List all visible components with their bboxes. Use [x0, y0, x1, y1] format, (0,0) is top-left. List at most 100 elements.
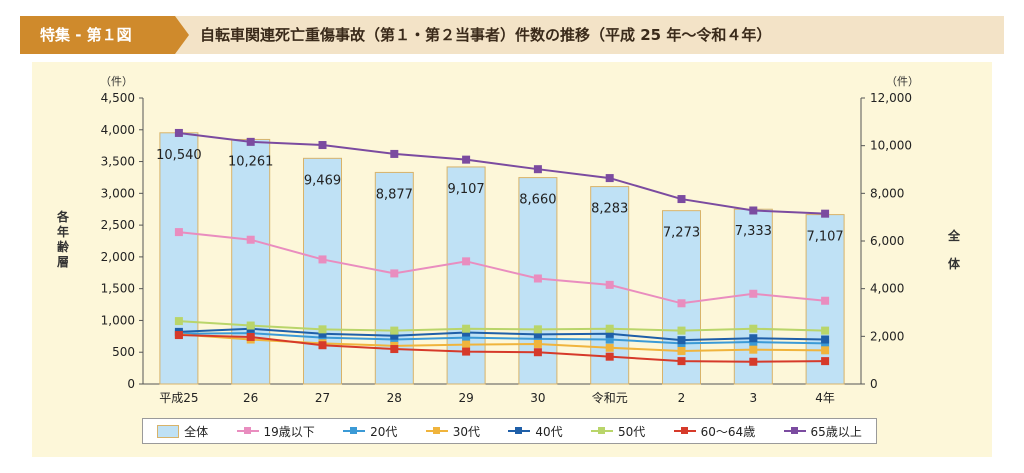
legend-item-line: 30代	[425, 423, 481, 440]
right-axis-tick-label: 12,000	[870, 91, 912, 105]
series-point	[749, 324, 758, 333]
x-axis-tick-label: 平成25	[159, 391, 198, 405]
legend-swatch-line	[508, 427, 531, 434]
series-point	[749, 357, 758, 366]
left-axis-tick-label: 1,000	[101, 313, 135, 327]
series-point	[318, 141, 327, 150]
series-point	[462, 340, 471, 349]
series-point	[390, 149, 399, 158]
x-axis-tick-label: 30	[530, 391, 545, 405]
series-point	[677, 326, 686, 335]
series-line	[178, 320, 826, 332]
left-axis-tick-label: 2,500	[101, 218, 135, 232]
series-point	[821, 346, 830, 355]
series-point	[462, 347, 471, 356]
bar	[159, 132, 199, 385]
left-axis-tick-label: 3,000	[101, 186, 135, 200]
right-axis-tick-label: 6,000	[870, 234, 904, 248]
right-axis-tick-label: 2,000	[870, 329, 904, 343]
series-point	[318, 325, 327, 334]
legend-label: 30代	[452, 424, 481, 439]
x-axis-tick-label: 令和元	[592, 390, 628, 405]
right-axis-tick-label: 8,000	[870, 186, 904, 200]
series-point	[605, 174, 614, 183]
left-axis-tick-label: 1,500	[101, 282, 135, 296]
series-point	[390, 345, 399, 354]
series-line	[178, 327, 826, 342]
series-point	[605, 280, 614, 289]
bar-value-label: 8,660	[519, 193, 556, 208]
series-point	[605, 343, 614, 352]
series-point	[462, 155, 471, 164]
right-axis-tick-label: 10,000	[870, 139, 912, 153]
legend-swatch-line	[236, 427, 259, 434]
series-point	[677, 195, 686, 204]
series-line	[178, 334, 826, 363]
series-point	[533, 348, 542, 357]
bar-value-label: 10,540	[156, 148, 202, 163]
bar-value-label: 8,283	[591, 202, 628, 217]
series-point	[749, 289, 758, 298]
bar-value-label: 10,261	[228, 154, 274, 169]
legend-swatch-line	[783, 427, 806, 434]
series-point	[174, 331, 183, 340]
legend-label: 50代	[618, 424, 646, 439]
chart-legend: 全体 19歳以下 20代 30代 40代 50代 60～64歳 65歳以上	[142, 418, 877, 444]
series-point	[533, 165, 542, 174]
series-point	[390, 331, 399, 340]
legend-swatch-line	[425, 427, 448, 434]
series-point	[677, 299, 686, 308]
legend-item-line: 60～64歳	[673, 423, 755, 440]
left-axis-tick-label: 500	[112, 345, 135, 359]
bar-value-label: 7,333	[735, 224, 772, 239]
series-point	[462, 333, 471, 342]
bar	[303, 157, 342, 385]
figure-title: 自転車関連死亡重傷事故（第１・第２当事者）件数の推移（平成 25 年～令和４年）	[200, 26, 772, 44]
legend-item-line: 65歳以上	[783, 423, 862, 440]
series-point	[821, 357, 830, 366]
legend-label: 20代	[370, 424, 398, 439]
series-point	[677, 346, 686, 355]
series-point	[605, 352, 614, 361]
series-point	[533, 339, 542, 348]
x-axis-tick-label: 28	[387, 391, 402, 405]
bar	[231, 138, 271, 385]
left-axis-label: 各年齢層	[56, 210, 69, 269]
left-axis-unit: （件）	[100, 75, 133, 88]
series-point	[533, 274, 542, 283]
legend-item-line: 20代	[343, 423, 397, 440]
legend-swatch-line	[673, 427, 696, 434]
series-point	[462, 324, 471, 333]
x-axis-tick-label: 27	[315, 391, 330, 405]
series-point	[677, 357, 686, 366]
legend-label: 19歳以下	[263, 424, 315, 439]
series-point	[246, 137, 255, 146]
legend-label: 65歳以上	[810, 424, 862, 439]
series-point	[749, 206, 758, 215]
left-axis-tick-label: 3,500	[101, 155, 135, 169]
right-axis-tick-label: 4,000	[870, 282, 904, 296]
series-point	[605, 329, 614, 338]
legend-swatch-line	[343, 427, 366, 434]
x-axis-tick-label: 29	[458, 391, 473, 405]
series-point	[821, 326, 830, 335]
series-point	[462, 257, 471, 266]
series-point	[677, 336, 686, 345]
series-point	[821, 296, 830, 305]
x-axis-tick-label: 26	[243, 391, 258, 405]
left-axis-tick-label: 0	[127, 377, 135, 391]
x-axis-tick-label: 3	[749, 391, 757, 405]
left-axis-tick-label: 2,000	[101, 250, 135, 264]
series-line	[178, 131, 826, 215]
series-point	[390, 269, 399, 278]
series-point	[605, 324, 614, 333]
series-point	[174, 228, 183, 237]
series-point	[318, 329, 327, 338]
legend-item-line: 40代	[508, 423, 563, 440]
legend-swatch-bar	[157, 424, 180, 438]
left-axis-tick-label: 4,000	[101, 123, 135, 137]
series-point	[533, 325, 542, 334]
bar	[662, 210, 701, 385]
left-axis-tick-label: 4,500	[101, 91, 135, 105]
